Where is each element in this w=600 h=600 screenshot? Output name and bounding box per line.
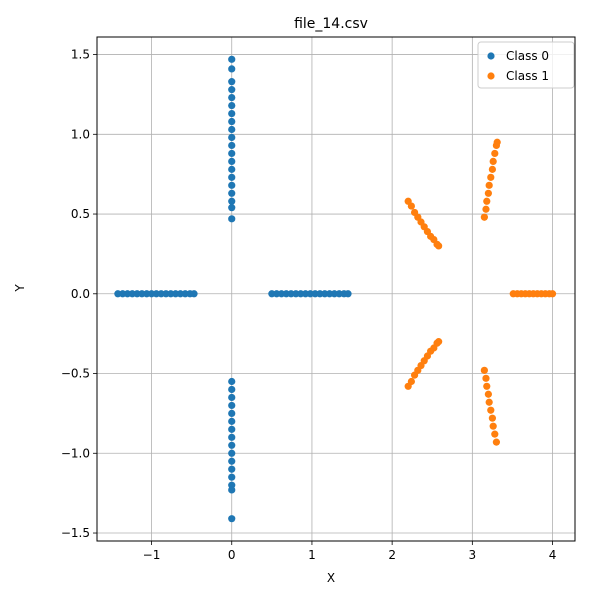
class-0-point — [228, 133, 236, 142]
class-1-point — [407, 202, 415, 210]
x-tick-label: −1 — [143, 548, 161, 562]
class-0-point — [228, 165, 236, 173]
class-0-point — [228, 101, 236, 110]
x-tick-label: 3 — [469, 548, 477, 562]
chart-title: file_14.csv — [294, 16, 368, 32]
class-1-point — [493, 138, 501, 146]
class-1-point — [492, 438, 501, 446]
class-0-point — [344, 290, 352, 298]
class-1-point — [480, 366, 488, 374]
x-tick-label: 2 — [388, 548, 396, 562]
class-0-point — [228, 141, 236, 150]
y-tick-label: 1.5 — [71, 48, 90, 62]
class-1-point — [491, 149, 499, 158]
class-0-point — [228, 425, 236, 433]
class-0-point — [228, 473, 236, 481]
class-0-point — [228, 173, 236, 181]
x-tick-label: 0 — [228, 548, 236, 562]
class-1-point — [480, 213, 488, 221]
class-0-point — [228, 204, 236, 212]
class-1-point — [435, 242, 443, 250]
legend: Class 0 Class 1 — [477, 41, 575, 89]
class-1-point — [435, 338, 443, 346]
class-1-point — [487, 173, 495, 181]
class-0-point — [228, 55, 236, 63]
class-0-point — [228, 393, 236, 402]
class-1-point — [484, 189, 492, 197]
class-1-point — [485, 181, 493, 189]
class-0-point — [228, 441, 236, 449]
y-tick-label: −0.5 — [61, 367, 90, 381]
class-0-point — [228, 86, 236, 94]
y-tick-label: 0.0 — [71, 287, 90, 301]
class-1-point — [488, 414, 496, 422]
class-0-point — [228, 117, 236, 126]
y-tick-label: 0.5 — [71, 207, 90, 221]
class-1-point — [484, 390, 492, 398]
class-1-point — [407, 377, 415, 386]
class-1-point — [487, 406, 495, 414]
legend-label-class-1: Class 1 — [506, 69, 549, 83]
class-0-point — [228, 417, 236, 425]
class-0-point — [190, 290, 198, 298]
class-0-point — [228, 215, 236, 223]
y-tick-label: −1.5 — [61, 526, 90, 540]
class-1-point — [482, 205, 490, 213]
class-1-point — [489, 157, 497, 166]
class-0-point — [228, 181, 236, 189]
class-1-point — [483, 382, 491, 390]
class-0-point — [228, 109, 236, 118]
class-1-point — [485, 398, 493, 406]
plot-frame — [96, 36, 576, 542]
class-0-point — [228, 94, 236, 102]
x-tick-label: 4 — [549, 548, 557, 562]
class-0-point — [228, 457, 236, 465]
class-0-point — [228, 401, 236, 410]
class-1-point — [482, 374, 490, 382]
class-0-point — [228, 65, 236, 73]
class-0-point — [228, 515, 236, 523]
class-1-point — [489, 422, 497, 430]
x-axis-label: X — [327, 571, 335, 585]
class-0-point — [228, 189, 236, 197]
class-0-point — [228, 409, 236, 418]
y-tick-label: −1.0 — [61, 446, 90, 460]
class-0-point — [228, 433, 236, 441]
class-1-point — [491, 430, 499, 438]
class-0-point — [228, 385, 236, 394]
class-0-point — [228, 149, 236, 158]
class-0-point — [228, 377, 236, 386]
legend-marker-class-0 — [487, 52, 495, 60]
axis-ticks: −1 0 1 2 3 4 −1.5 −1.0 −0.5 0.0 0.5 1.0 1.5 — [61, 48, 557, 562]
y-axis-label: Y — [13, 284, 27, 293]
class-0-point — [228, 486, 236, 494]
class-0-point — [228, 465, 236, 473]
legend-label-class-0: Class 0 — [506, 49, 549, 63]
class-1-point — [483, 197, 491, 205]
legend-marker-class-1 — [487, 72, 495, 80]
class-0-point — [228, 449, 236, 457]
class-0-point — [228, 78, 236, 86]
legend-box — [477, 41, 575, 89]
class-1-point — [488, 165, 496, 173]
x-tick-label: 1 — [308, 548, 316, 562]
class-0-point — [228, 125, 236, 134]
class-0-point — [228, 197, 236, 205]
y-tick-label: 1.0 — [71, 127, 90, 141]
class-0-point — [228, 157, 236, 166]
data-points — [114, 55, 557, 523]
class-1-point — [548, 290, 557, 298]
